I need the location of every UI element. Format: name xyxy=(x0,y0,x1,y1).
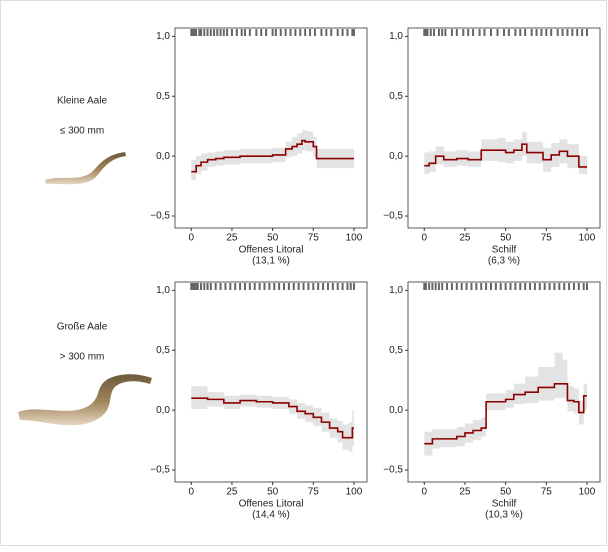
x-tick-label: 0 xyxy=(421,487,427,498)
x-tick-label: 25 xyxy=(459,233,471,244)
row-size: > 300 mm xyxy=(60,352,105,363)
x-tick-label: 25 xyxy=(226,233,238,244)
x-axis-label: Schilf xyxy=(492,499,517,510)
x-tick-label: 50 xyxy=(500,487,512,498)
y-tick-label: 0,0 xyxy=(389,151,403,162)
x-tick-label: 75 xyxy=(541,233,553,244)
y-tick-label: −0,5 xyxy=(383,211,403,222)
y-tick-label: −0,5 xyxy=(383,465,403,476)
y-tick-label: 1,0 xyxy=(156,31,170,42)
line xyxy=(191,139,354,173)
plot-border xyxy=(407,281,601,483)
y-tick-label: −0,5 xyxy=(150,465,170,476)
x-tick-label: 0 xyxy=(188,487,194,498)
x-tick-label: 50 xyxy=(267,233,279,244)
y-tick-label: −0,5 xyxy=(150,211,170,222)
y-tick-label: 1,0 xyxy=(389,31,403,42)
plot-border xyxy=(174,281,368,483)
x-tick-label: 100 xyxy=(346,233,363,244)
y-tick-label: 0,5 xyxy=(156,91,170,102)
x-tick-label: 25 xyxy=(459,487,471,498)
y-tick-label: 0,5 xyxy=(156,345,170,356)
x-axis-note: (10,3 %) xyxy=(485,510,523,521)
confidence-band xyxy=(424,352,587,456)
y-tick-label: 1,0 xyxy=(156,285,170,296)
line xyxy=(191,397,354,439)
plot-border xyxy=(407,27,601,229)
x-axis-note: (13,1 %) xyxy=(252,256,290,267)
row-size: ≤ 300 mm xyxy=(60,126,104,137)
x-tick-label: 50 xyxy=(267,487,279,498)
line xyxy=(424,382,587,445)
x-tick-label: 75 xyxy=(308,487,320,498)
x-tick-label: 25 xyxy=(226,487,238,498)
line xyxy=(424,143,587,168)
x-tick-label: 100 xyxy=(579,233,596,244)
x-tick-label: 100 xyxy=(346,487,363,498)
x-axis-label: Offenes Litoral xyxy=(239,499,304,510)
x-axis-note: (6,3 %) xyxy=(488,256,520,267)
x-tick-label: 100 xyxy=(579,487,596,498)
x-tick-label: 50 xyxy=(500,233,512,244)
plot-border xyxy=(174,27,368,229)
y-tick-label: 0,0 xyxy=(389,405,403,416)
y-tick-label: 1,0 xyxy=(389,285,403,296)
x-axis-note: (14,4 %) xyxy=(252,510,290,521)
row-label: Große Aale xyxy=(57,322,108,333)
y-tick-label: 0,0 xyxy=(156,405,170,416)
x-tick-label: 0 xyxy=(188,233,194,244)
x-axis-label: Schilf xyxy=(492,245,517,256)
y-tick-label: 0,0 xyxy=(156,151,170,162)
x-axis-label: Offenes Litoral xyxy=(239,245,304,256)
y-tick-label: 0,5 xyxy=(389,91,403,102)
x-tick-label: 75 xyxy=(308,233,320,244)
x-tick-label: 0 xyxy=(421,233,427,244)
eel-large xyxy=(18,374,152,426)
confidence-band xyxy=(191,386,354,453)
x-tick-label: 75 xyxy=(541,487,553,498)
eel-small xyxy=(45,152,126,185)
row-label: Kleine Aale xyxy=(57,96,107,107)
y-tick-label: 0,5 xyxy=(389,345,403,356)
